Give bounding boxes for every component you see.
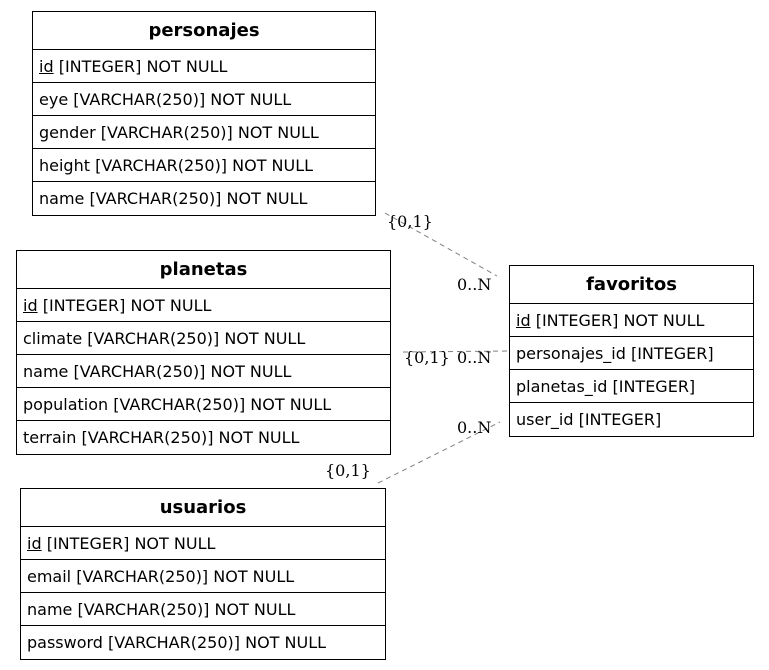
- attribute-text: [INTEGER] NOT NULL: [53, 57, 228, 76]
- attribute-text: name [VARCHAR(250)] NOT NULL: [23, 362, 292, 381]
- attribute-row: population [VARCHAR(250)] NOT NULL: [17, 388, 390, 421]
- attribute-row: planetas_id [INTEGER]: [510, 370, 753, 403]
- attribute-row: id [INTEGER] NOT NULL: [21, 527, 385, 560]
- entity-favoritos[interactable]: favoritos id [INTEGER] NOT NULL personaj…: [509, 265, 754, 437]
- entity-title: planetas: [17, 251, 390, 289]
- attribute-row: climate [VARCHAR(250)] NOT NULL: [17, 322, 390, 355]
- attribute-row: id [INTEGER] NOT NULL: [17, 289, 390, 322]
- attribute-text: planetas_id [INTEGER]: [516, 377, 696, 396]
- attribute-text: terrain [VARCHAR(250)] NOT NULL: [23, 428, 300, 447]
- attribute-row: eye [VARCHAR(250)] NOT NULL: [33, 83, 375, 116]
- primary-key: id: [516, 311, 531, 330]
- entity-usuarios[interactable]: usuarios id [INTEGER] NOT NULL email [VA…: [20, 488, 386, 660]
- attribute-text: [INTEGER] NOT NULL: [37, 296, 212, 315]
- entity-personajes[interactable]: personajes id [INTEGER] NOT NULL eye [VA…: [32, 11, 376, 216]
- cardinality-planetas-side: {0,1}: [404, 348, 450, 367]
- cardinality-favoritos-side-3: 0..N: [457, 418, 492, 437]
- attribute-text: population [VARCHAR(250)] NOT NULL: [23, 395, 332, 414]
- entity-title: usuarios: [21, 489, 385, 527]
- attribute-text: personajes_id [INTEGER]: [516, 344, 714, 363]
- attribute-row: email [VARCHAR(250)] NOT NULL: [21, 560, 385, 593]
- attribute-row: name [VARCHAR(250)] NOT NULL: [17, 355, 390, 388]
- attribute-row: name [VARCHAR(250)] NOT NULL: [21, 593, 385, 626]
- attribute-row: user_id [INTEGER]: [510, 403, 753, 436]
- entity-title: personajes: [33, 12, 375, 50]
- attribute-text: [INTEGER] NOT NULL: [41, 534, 216, 553]
- attribute-row: id [INTEGER] NOT NULL: [510, 304, 753, 337]
- attribute-text: password [VARCHAR(250)] NOT NULL: [27, 633, 327, 652]
- attribute-row: height [VARCHAR(250)] NOT NULL: [33, 149, 375, 182]
- attribute-row: password [VARCHAR(250)] NOT NULL: [21, 626, 385, 659]
- attribute-row: personajes_id [INTEGER]: [510, 337, 753, 370]
- attribute-text: user_id [INTEGER]: [516, 410, 662, 429]
- entity-title: favoritos: [510, 266, 753, 304]
- primary-key: id: [27, 534, 42, 553]
- primary-key: id: [23, 296, 38, 315]
- attribute-text: height [VARCHAR(250)] NOT NULL: [39, 156, 314, 175]
- attribute-row: gender [VARCHAR(250)] NOT NULL: [33, 116, 375, 149]
- attribute-text: eye [VARCHAR(250)] NOT NULL: [39, 90, 292, 109]
- attribute-text: [INTEGER] NOT NULL: [530, 311, 705, 330]
- entity-planetas[interactable]: planetas id [INTEGER] NOT NULL climate […: [16, 250, 391, 455]
- cardinality-personajes-side: {0,1}: [387, 212, 433, 231]
- cardinality-usuarios-side: {0,1}: [325, 461, 371, 480]
- attribute-row: name [VARCHAR(250)] NOT NULL: [33, 182, 375, 215]
- edge-personajes-favoritos: [384, 212, 498, 277]
- cardinality-favoritos-side-2: 0..N: [457, 348, 492, 367]
- attribute-text: name [VARCHAR(250)] NOT NULL: [39, 189, 308, 208]
- primary-key: id: [39, 57, 54, 76]
- attribute-text: email [VARCHAR(250)] NOT NULL: [27, 567, 295, 586]
- cardinality-favoritos-side-1: 0..N: [457, 275, 492, 294]
- attribute-row: id [INTEGER] NOT NULL: [33, 50, 375, 83]
- attribute-text: gender [VARCHAR(250)] NOT NULL: [39, 123, 319, 142]
- attribute-text: climate [VARCHAR(250)] NOT NULL: [23, 329, 306, 348]
- attribute-text: name [VARCHAR(250)] NOT NULL: [27, 600, 296, 619]
- attribute-row: terrain [VARCHAR(250)] NOT NULL: [17, 421, 390, 454]
- edge-usuarios-favoritos: [377, 421, 501, 484]
